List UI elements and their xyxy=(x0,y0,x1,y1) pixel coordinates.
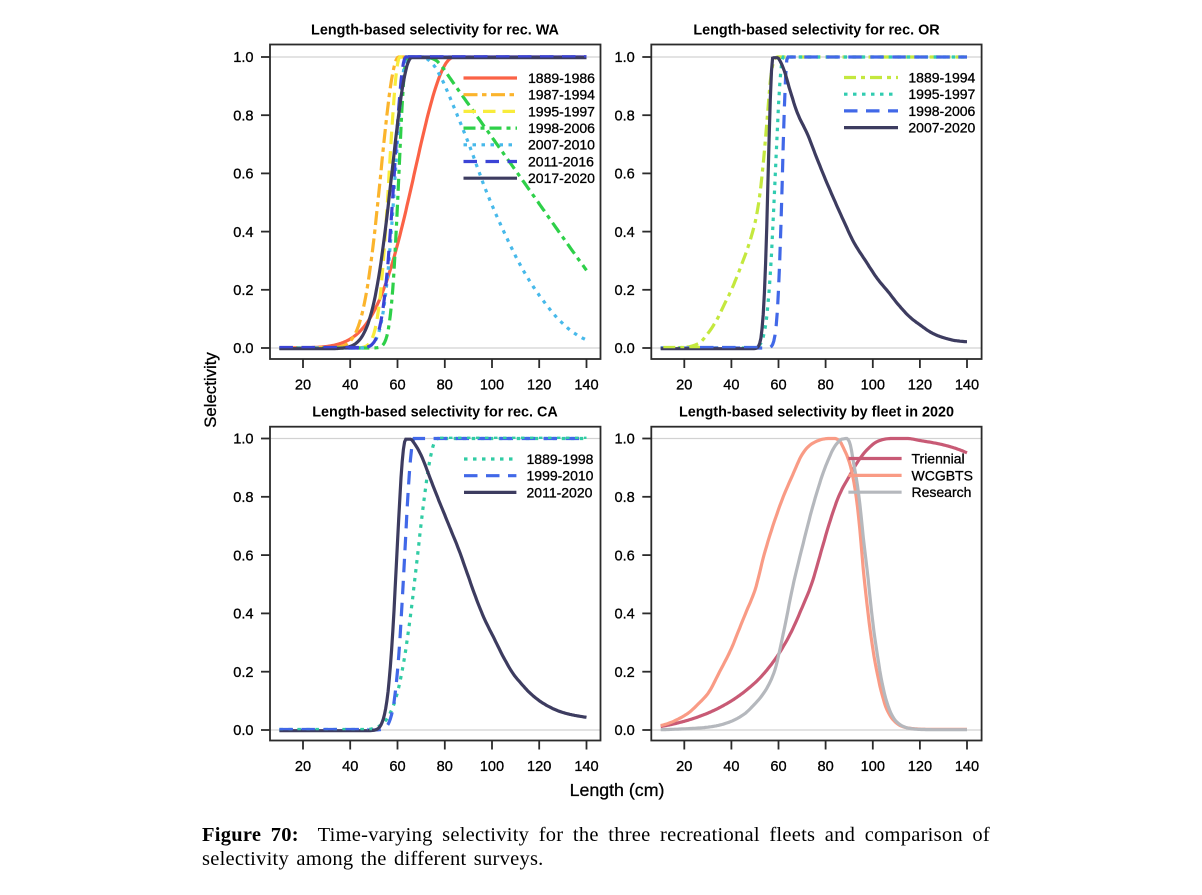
svg-text:0.2: 0.2 xyxy=(615,665,635,681)
svg-text:Length (cm): Length (cm) xyxy=(570,780,665,800)
svg-text:0.0: 0.0 xyxy=(615,723,635,739)
svg-text:1995-1997: 1995-1997 xyxy=(528,103,595,119)
svg-text:0.8: 0.8 xyxy=(233,108,253,124)
svg-text:60: 60 xyxy=(770,378,786,394)
svg-text:140: 140 xyxy=(574,759,598,775)
svg-text:80: 80 xyxy=(437,759,453,775)
svg-text:2007-2020: 2007-2020 xyxy=(908,120,975,136)
svg-text:0.4: 0.4 xyxy=(233,225,253,241)
svg-text:140: 140 xyxy=(955,378,979,394)
svg-text:40: 40 xyxy=(342,378,358,394)
svg-text:Selectivity: Selectivity xyxy=(201,352,220,428)
svg-text:0.2: 0.2 xyxy=(233,665,253,681)
svg-text:Length-based selectivity for r: Length-based selectivity for rec. CA xyxy=(312,404,558,420)
svg-text:100: 100 xyxy=(480,378,504,394)
svg-text:40: 40 xyxy=(723,378,739,394)
svg-text:0.6: 0.6 xyxy=(615,548,635,564)
svg-text:Research: Research xyxy=(912,484,972,500)
svg-text:20: 20 xyxy=(295,378,311,394)
svg-text:2017-2020: 2017-2020 xyxy=(528,170,595,186)
svg-text:120: 120 xyxy=(527,378,551,394)
svg-text:80: 80 xyxy=(437,378,453,394)
svg-text:2011-2020: 2011-2020 xyxy=(527,484,593,500)
svg-text:100: 100 xyxy=(480,759,504,775)
svg-text:0.0: 0.0 xyxy=(615,341,635,357)
svg-text:1995-1997: 1995-1997 xyxy=(908,86,975,102)
svg-text:1998-2006: 1998-2006 xyxy=(908,103,975,119)
svg-text:0.6: 0.6 xyxy=(615,167,635,183)
svg-text:120: 120 xyxy=(527,759,551,775)
svg-text:0.4: 0.4 xyxy=(233,607,253,623)
svg-text:1889-1986: 1889-1986 xyxy=(528,70,595,86)
svg-text:0.2: 0.2 xyxy=(615,283,635,299)
svg-text:120: 120 xyxy=(908,378,932,394)
svg-text:Triennial: Triennial xyxy=(912,450,965,466)
svg-text:140: 140 xyxy=(574,378,598,394)
svg-text:40: 40 xyxy=(342,759,358,775)
svg-text:1.0: 1.0 xyxy=(233,432,253,448)
svg-text:120: 120 xyxy=(908,759,932,775)
svg-text:0.4: 0.4 xyxy=(615,607,635,623)
svg-text:0.8: 0.8 xyxy=(233,490,253,506)
svg-text:Length-based selectivity by fl: Length-based selectivity by fleet in 202… xyxy=(679,404,954,420)
svg-text:80: 80 xyxy=(817,759,833,775)
svg-text:100: 100 xyxy=(861,378,885,394)
svg-text:40: 40 xyxy=(723,759,739,775)
svg-text:0.0: 0.0 xyxy=(233,341,253,357)
svg-text:0.8: 0.8 xyxy=(615,108,635,124)
svg-text:20: 20 xyxy=(676,759,692,775)
svg-text:0.0: 0.0 xyxy=(233,723,253,739)
svg-text:80: 80 xyxy=(817,378,833,394)
svg-text:0.6: 0.6 xyxy=(233,548,253,564)
svg-text:1999-2010: 1999-2010 xyxy=(527,468,594,484)
svg-text:1998-2006: 1998-2006 xyxy=(528,120,595,136)
svg-text:140: 140 xyxy=(955,759,979,775)
svg-text:2007-2010: 2007-2010 xyxy=(528,137,595,153)
svg-text:0.6: 0.6 xyxy=(233,167,253,183)
svg-text:0.2: 0.2 xyxy=(233,283,253,299)
svg-text:1987-1994: 1987-1994 xyxy=(528,87,595,103)
svg-text:20: 20 xyxy=(295,759,311,775)
svg-text:1.0: 1.0 xyxy=(615,432,635,448)
svg-text:1889-1994: 1889-1994 xyxy=(908,69,975,85)
svg-text:60: 60 xyxy=(389,378,405,394)
svg-text:Length-based selectivity for r: Length-based selectivity for rec. OR xyxy=(693,22,940,38)
svg-text:1889-1998: 1889-1998 xyxy=(527,451,594,467)
svg-text:100: 100 xyxy=(861,759,885,775)
svg-text:Length-based selectivity for r: Length-based selectivity for rec. WA xyxy=(311,22,560,38)
svg-text:60: 60 xyxy=(770,759,786,775)
svg-text:60: 60 xyxy=(389,759,405,775)
svg-text:0.4: 0.4 xyxy=(615,225,635,241)
svg-text:1.0: 1.0 xyxy=(233,50,253,66)
svg-text:2011-2016: 2011-2016 xyxy=(528,153,594,169)
svg-text:0.8: 0.8 xyxy=(615,490,635,506)
svg-text:20: 20 xyxy=(676,378,692,394)
svg-text:WCGBTS: WCGBTS xyxy=(912,467,973,483)
svg-text:1.0: 1.0 xyxy=(615,50,635,66)
